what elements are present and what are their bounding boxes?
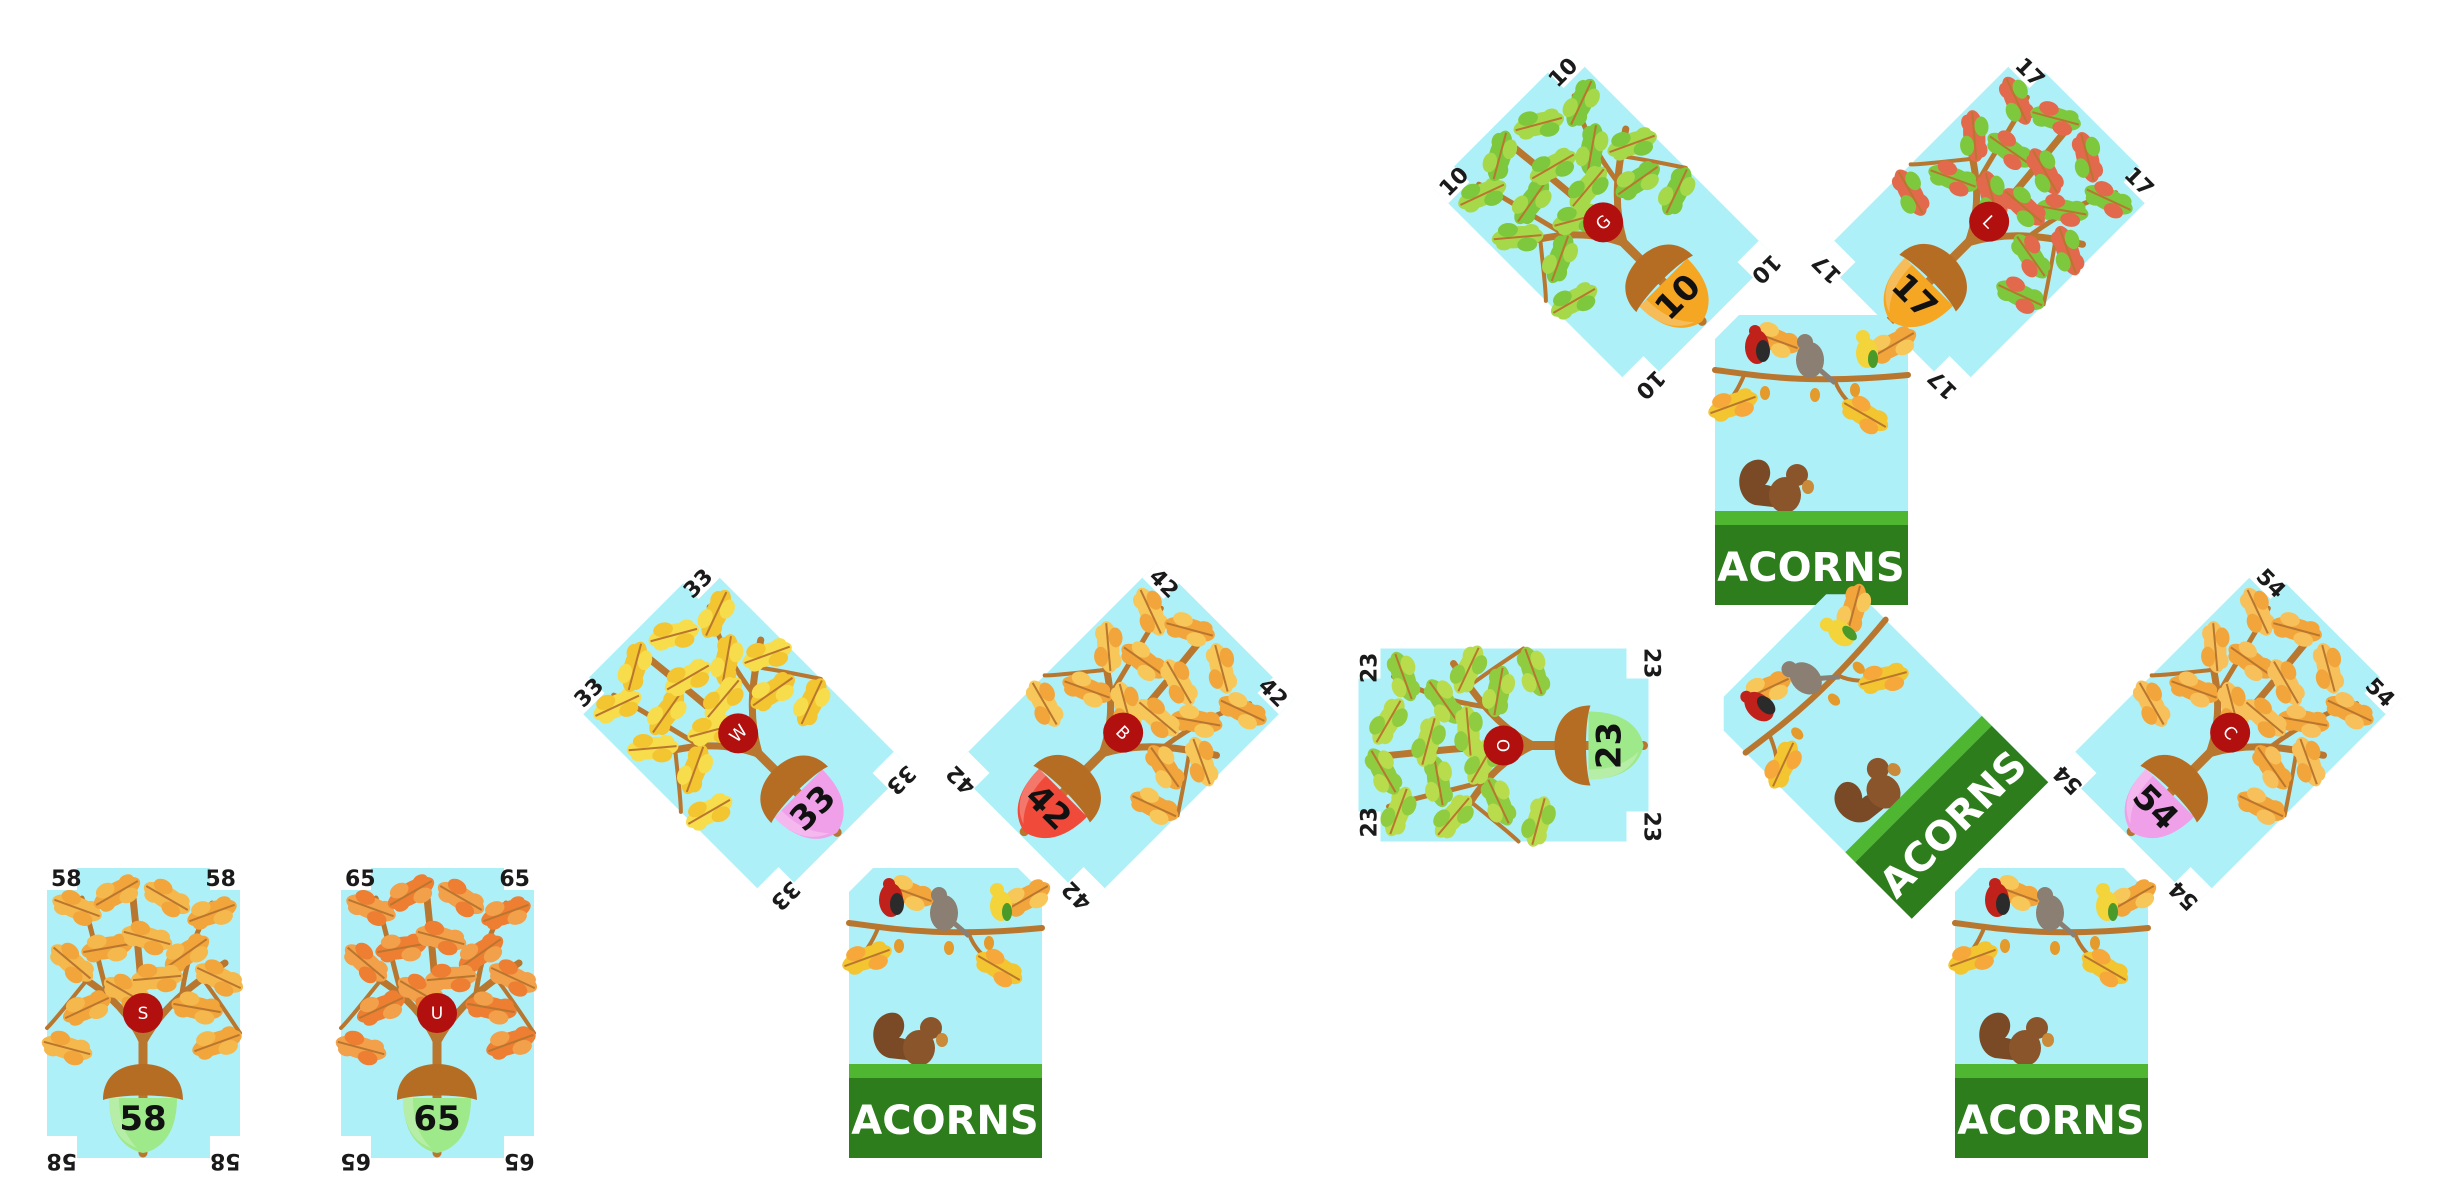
acorn-icon: 17	[1883, 241, 1969, 327]
letter-marker: U	[416, 993, 457, 1033]
corner-number-top-right: 65	[499, 867, 530, 892]
title-banner	[1714, 525, 1908, 605]
squirrel-icon	[1834, 757, 1901, 823]
acorn-icon: 54	[2124, 752, 2210, 838]
gray-bird-icon	[1780, 661, 1840, 695]
tree-card-l[interactable]: L 17 17 17 17 17	[1807, 51, 2160, 404]
tree-card-graphic: U 65 65 65 65 65	[335, 867, 537, 1173]
corner-number-top-left: 23	[1357, 807, 1382, 838]
letter-marker: O	[1483, 725, 1523, 766]
letter-marker: G	[1582, 202, 1623, 243]
letter-marker: W	[717, 713, 758, 754]
card-letter: O	[1494, 739, 1514, 752]
acorns-base-card-4[interactable]: ACORNS	[1947, 868, 2156, 1158]
yellow-bird-icon	[1819, 617, 1857, 647]
red-bird-icon	[1744, 325, 1770, 364]
tree-card-graphic: B 42 42 42 42 42	[941, 562, 1294, 915]
base-card-title: ACORNS	[851, 1098, 1038, 1144]
squirrel-icon	[872, 1012, 948, 1066]
title-banner	[1954, 1078, 2148, 1158]
tree-card-graphic: L 17 17 17 17 17	[1807, 51, 2160, 404]
base-card-title: ACORNS	[1957, 1098, 2144, 1144]
corner-number-bottom-right: 65	[504, 1148, 535, 1173]
letter-marker: C	[2209, 712, 2250, 753]
acorn-number: 58	[119, 1099, 166, 1139]
acorns-base-card-2[interactable]: ACORNS	[841, 868, 1050, 1158]
yellow-bird-icon	[989, 883, 1012, 921]
acorn-icon: 33	[757, 753, 843, 839]
gray-bird-icon	[2035, 887, 2077, 938]
corner-number-bottom-right: 23	[1638, 648, 1663, 679]
tree-card-g[interactable]: G 10 10 10 10 10	[1432, 51, 1785, 404]
corner-number-bottom-left: 65	[340, 1148, 371, 1173]
acorns-base-card-1[interactable]: ACORNS	[1707, 315, 1916, 605]
letter-marker: B	[1102, 712, 1143, 753]
corner-number-top-right: 23	[1357, 653, 1382, 684]
card-letter: S	[137, 1004, 148, 1024]
tree-card-c[interactable]: C 54 54 54 54 54	[2048, 562, 2401, 915]
gray-bird-icon	[929, 887, 971, 938]
corner-number-top-left: 65	[345, 867, 376, 892]
base-card-graphic: ACORNS	[1947, 868, 2156, 1158]
corner-number-top-right: 58	[205, 867, 236, 892]
yellow-bird-icon	[2095, 883, 2118, 921]
card-letter: U	[430, 1004, 442, 1024]
title-banner	[1854, 725, 2048, 919]
acorn-icon: 42	[1017, 752, 1103, 838]
corner-number-top-left: 58	[51, 867, 82, 892]
red-bird-icon	[1739, 690, 1775, 722]
tree-card-o[interactable]: O 23 23 23 23 23	[1357, 645, 1663, 847]
tree-card-graphic: G 10 10 10 10 10	[1432, 51, 1785, 404]
acorn-icon: 23	[1532, 705, 1643, 786]
acorn-icon: 65	[396, 1042, 477, 1153]
tree-card-graphic: O 23 23 23 23 23	[1357, 645, 1663, 847]
tree-card-w[interactable]: W 33 33 33 33 33	[567, 562, 920, 915]
base-card-graphic: ACORNS	[1707, 315, 1916, 605]
corner-number-bottom-left: 23	[1638, 812, 1663, 843]
squirrel-icon	[1738, 459, 1814, 513]
acorn-number: 23	[1589, 722, 1629, 769]
corner-number-bottom-left: 58	[46, 1148, 77, 1173]
tree-card-b[interactable]: B 42 42 42 42 42	[941, 562, 1294, 915]
red-bird-icon	[878, 878, 904, 917]
base-card-title: ACORNS	[1717, 545, 1904, 591]
acorn-icon: 10	[1622, 242, 1708, 328]
tree-card-graphic: C 54 54 54 54 54	[2048, 562, 2401, 915]
letter-marker: S	[122, 993, 163, 1033]
acorn-icon: 58	[102, 1042, 183, 1153]
title-banner	[848, 1078, 1042, 1158]
tree-card-u[interactable]: U 65 65 65 65 65	[335, 867, 537, 1173]
letter-marker: L	[1968, 201, 2009, 242]
base-card-graphic: ACORNS	[841, 868, 1050, 1158]
yellow-bird-icon	[1855, 330, 1878, 368]
corner-number-bottom-right: 58	[210, 1148, 241, 1173]
tree-card-graphic: S 58 58 58 58 58	[41, 867, 243, 1173]
red-bird-icon	[1984, 878, 2010, 917]
gray-bird-icon	[1795, 334, 1837, 385]
tree-card-graphic: W 33 33 33 33 33	[567, 562, 920, 915]
acorn-number: 65	[413, 1099, 460, 1139]
tree-card-s[interactable]: S 58 58 58 58 58	[41, 867, 243, 1173]
squirrel-icon	[1978, 1012, 2054, 1066]
